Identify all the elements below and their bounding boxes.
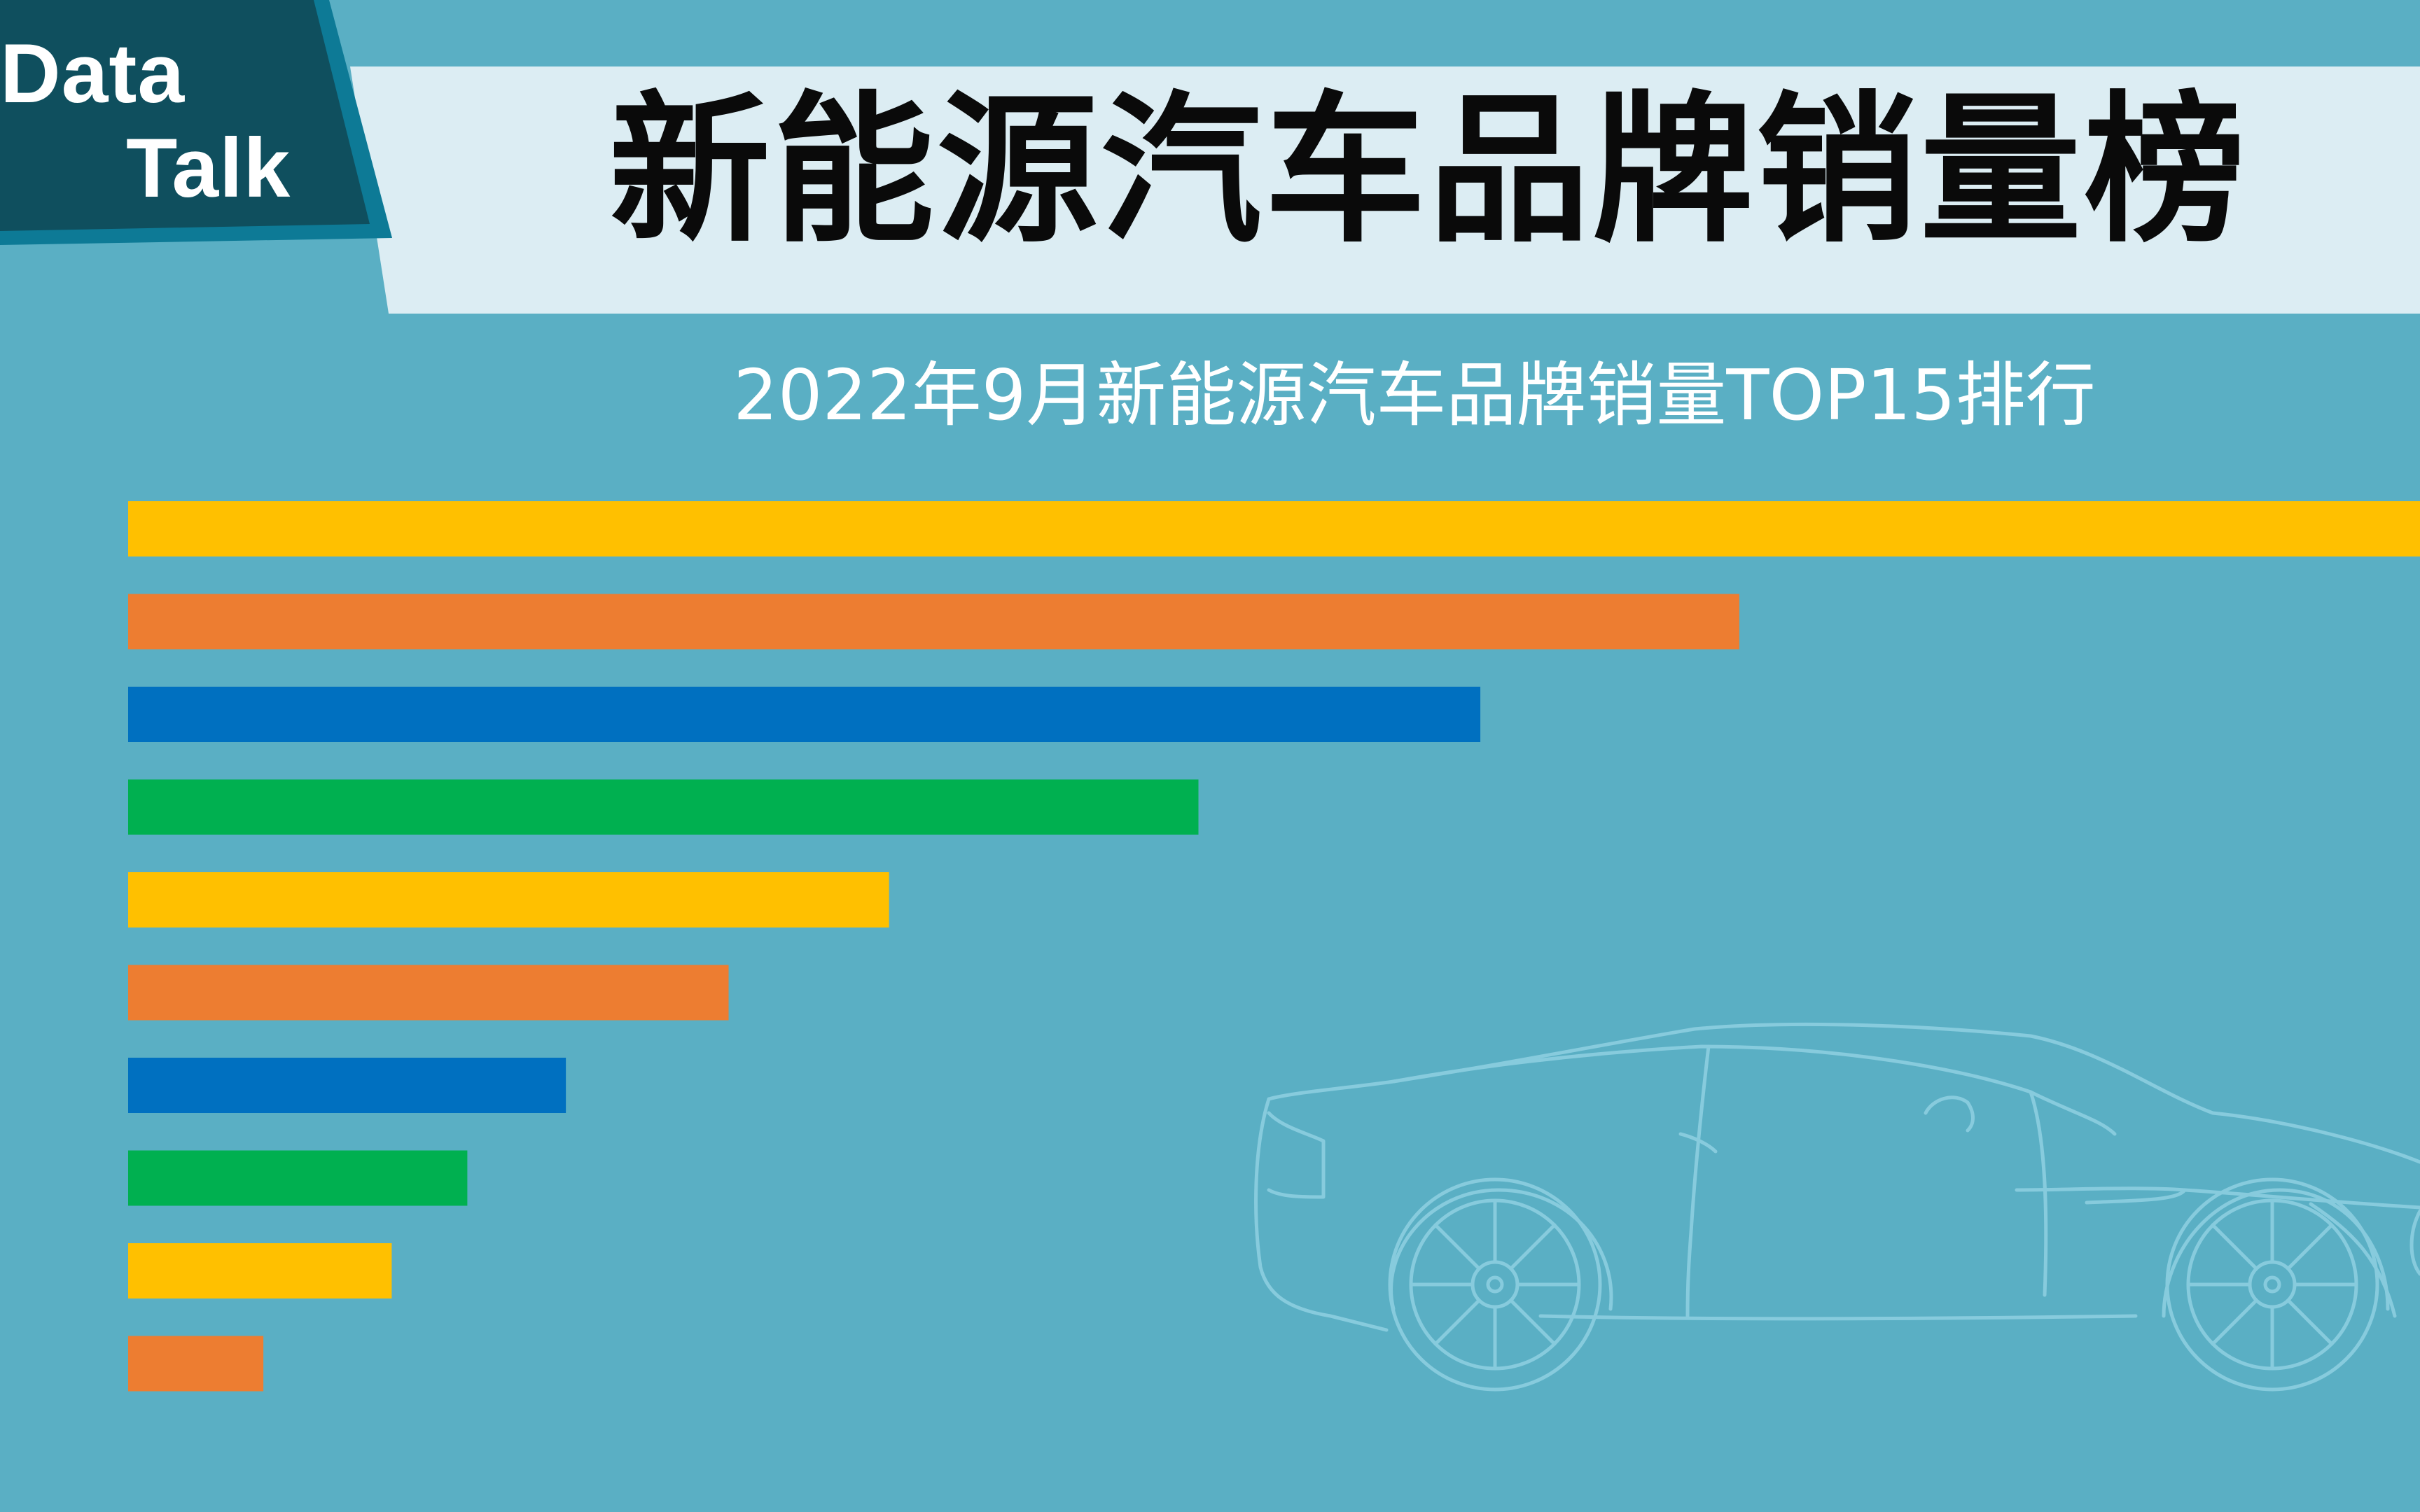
title-banner — [350, 66, 2420, 314]
car-outline-illustration — [1254, 1022, 2420, 1392]
bar-2 — [128, 594, 1739, 650]
page-title: 新能源汽车品牌销量榜 — [609, 78, 2248, 265]
logo-text-talk: Talk — [126, 121, 291, 215]
bar-3 — [128, 687, 1481, 742]
bar-5 — [128, 872, 889, 927]
bar-10 — [128, 1336, 264, 1392]
bar-9 — [128, 1243, 392, 1298]
bar-8 — [128, 1150, 468, 1206]
bar-7 — [128, 1058, 566, 1113]
bar-1 — [128, 501, 2420, 556]
bar-4 — [128, 779, 1199, 835]
header-background — [0, 0, 2420, 314]
logo-box — [0, 0, 370, 231]
bar-6 — [128, 965, 729, 1021]
logo-text-data: Data — [0, 27, 186, 120]
bars-group — [128, 501, 2420, 1392]
chart-subtitle: 2022年9月新能源汽车品牌销量TOP15排行 — [733, 354, 2096, 436]
